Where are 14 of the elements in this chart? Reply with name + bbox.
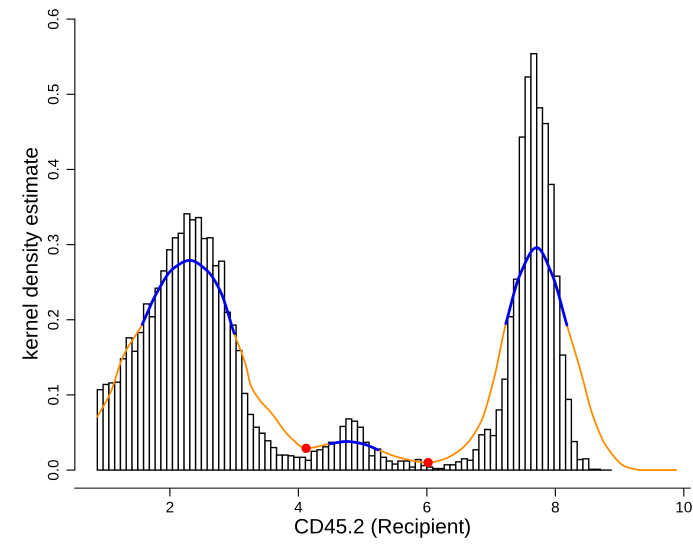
y-tick-label: 0.1: [48, 385, 59, 405]
y-tick-label: 0.5: [48, 84, 59, 104]
x-tick-label: 4: [294, 502, 302, 512]
y-tick-label: 0.3: [48, 234, 59, 255]
x-axis-title: CD45.2 (Recipient): [295, 518, 470, 538]
y-tick-label: 0.2: [48, 310, 59, 330]
x-tick-label: 6: [423, 502, 430, 513]
y-tick-label: 0.0: [48, 460, 59, 480]
y-tick-label: 0.4: [48, 159, 59, 180]
y-tick-label: 0.6: [48, 9, 59, 30]
x-tick-label: 8: [552, 502, 559, 513]
x-tick-label: 10: [676, 502, 692, 513]
x-tick-label: 2: [166, 502, 174, 512]
y-axis-title: kernel density estimate: [22, 148, 42, 359]
